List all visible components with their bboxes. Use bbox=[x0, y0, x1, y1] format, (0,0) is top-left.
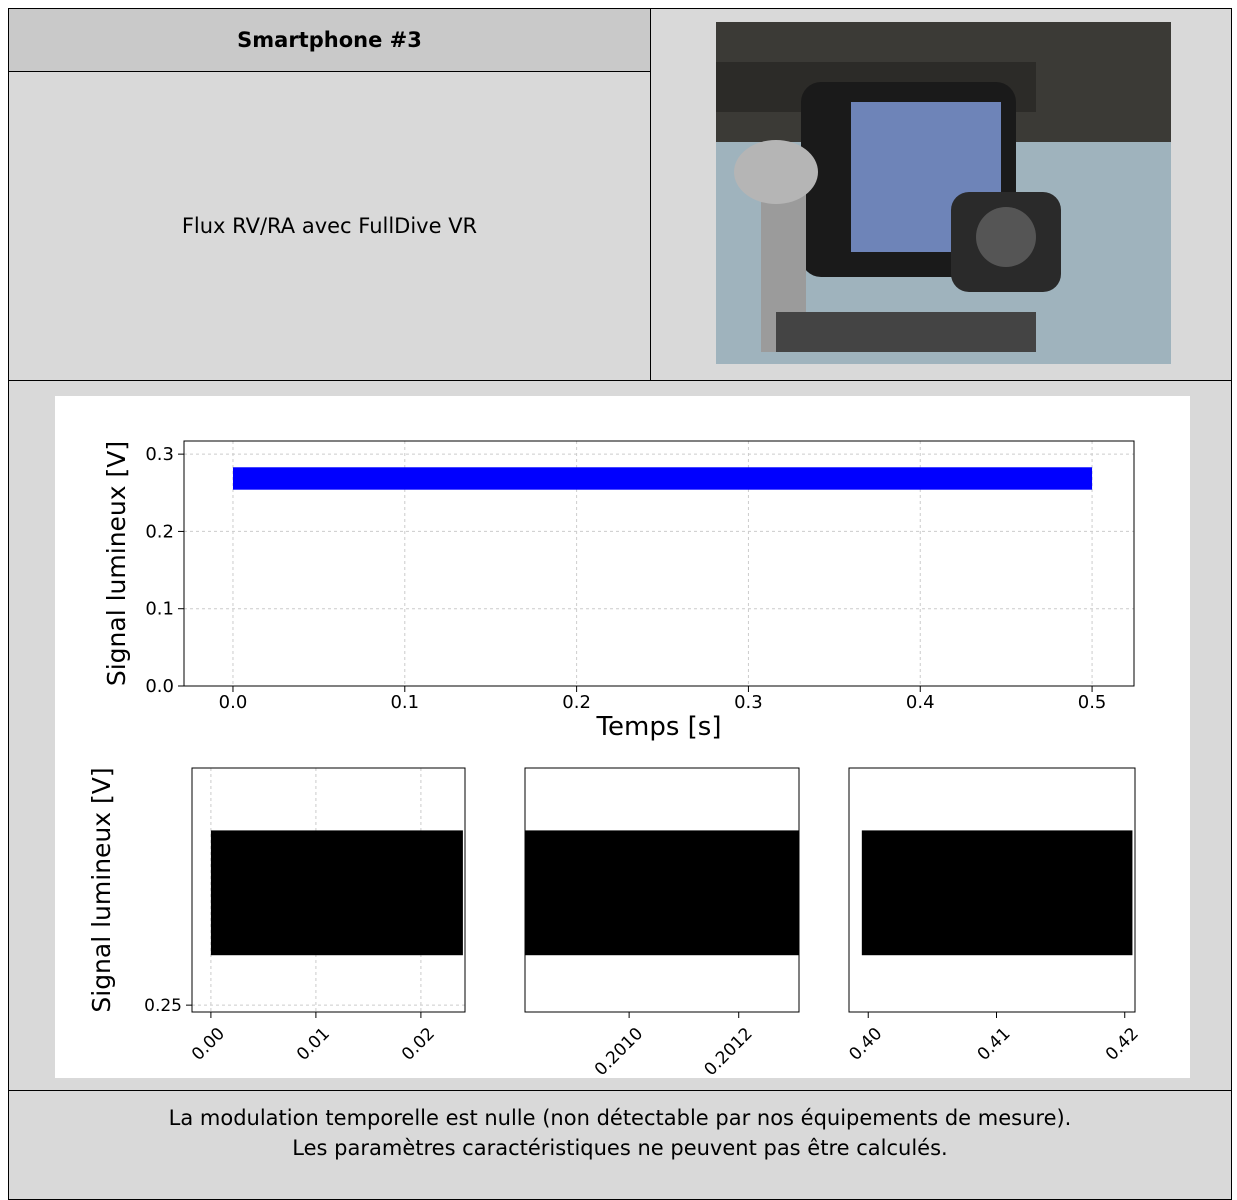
x-tick-label: 0.2 bbox=[562, 692, 591, 713]
chart-area bbox=[55, 396, 1190, 1078]
x-tick-label: 0.01 bbox=[293, 1024, 334, 1065]
y-tick-label: 0.3 bbox=[145, 444, 174, 465]
footer-cell: La modulation temporelle est nulle (non … bbox=[8, 1090, 1232, 1200]
signal-band bbox=[525, 830, 799, 956]
y-tick-label: 0.25 bbox=[144, 996, 182, 1016]
x-tick-label: 0.4 bbox=[906, 692, 935, 713]
axes-frame bbox=[848, 767, 1136, 1013]
y-axis-label: Signal lumineux [V] bbox=[102, 441, 131, 686]
x-tick-label: 0.2010 bbox=[591, 1024, 647, 1080]
axes-frame bbox=[191, 767, 466, 1013]
signal-band bbox=[210, 830, 463, 956]
signal-band bbox=[232, 467, 1093, 490]
x-tick-label: 0.40 bbox=[845, 1024, 886, 1065]
photo bbox=[716, 22, 1171, 364]
x-tick-label: 0.00 bbox=[188, 1024, 229, 1065]
x-tick-label: 0.42 bbox=[1102, 1024, 1143, 1065]
y-tick-label: 0.0 bbox=[145, 676, 174, 697]
x-axis-label: Temps [s] bbox=[596, 712, 722, 742]
axes-frame bbox=[183, 440, 1135, 687]
x-tick-label: 0.1 bbox=[390, 692, 419, 713]
x-tick-label: 0.02 bbox=[398, 1024, 439, 1065]
header-cell: Smartphone #3 bbox=[8, 8, 651, 72]
x-tick-label: 0.41 bbox=[974, 1024, 1015, 1065]
y-tick-label: 0.2 bbox=[145, 521, 174, 542]
signal-band bbox=[861, 830, 1133, 956]
footer-line: Les paramètres caractéristiques ne peuve… bbox=[292, 1136, 948, 1160]
x-tick-label: 0.5 bbox=[1078, 692, 1107, 713]
footer-line: La modulation temporelle est nulle (non … bbox=[168, 1106, 1072, 1130]
y-tick-label: 0.1 bbox=[145, 599, 174, 620]
x-tick-label: 0.3 bbox=[734, 692, 763, 713]
x-tick-label: 0.0 bbox=[219, 692, 248, 713]
x-tick-label: 0.2012 bbox=[701, 1024, 757, 1080]
y-axis-label: Signal lumineux [V] bbox=[87, 767, 116, 1012]
axes-frame bbox=[524, 767, 800, 1013]
